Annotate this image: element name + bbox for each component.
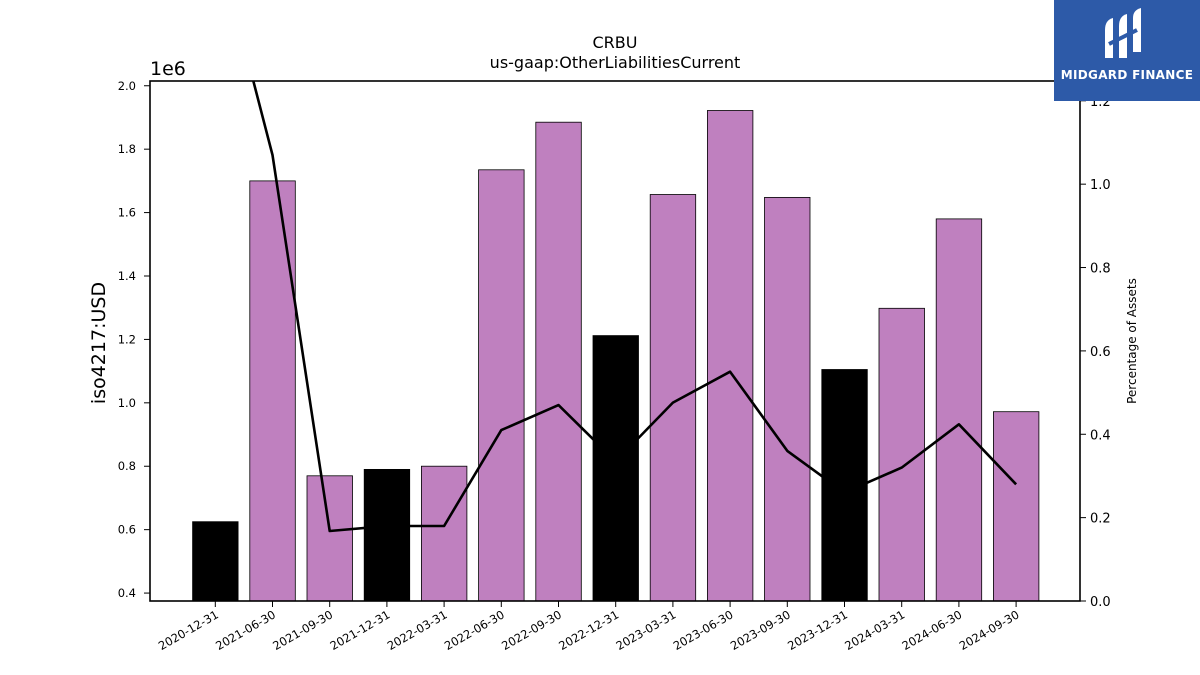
bar-2024-09-30	[993, 411, 1040, 602]
y-offset-label: 1e6	[150, 58, 186, 80]
bar-2023-09-30	[764, 196, 811, 602]
y-tick-label: 1.0	[118, 396, 136, 410]
x-tick-label: 2021-06-30	[213, 607, 278, 653]
x-tick-label: 2022-12-31	[556, 607, 621, 653]
y-axis-label: iso4217:USD	[88, 282, 110, 404]
y2-tick-label: 0.8	[1090, 262, 1111, 277]
bar-2022-12-31	[592, 335, 639, 602]
bar-2021-09-30	[306, 475, 353, 602]
x-tick-label: 2024-03-31	[842, 607, 907, 653]
logo-text: MIDGARD FINANCE	[1060, 68, 1194, 82]
y-tick-label: 1.2	[118, 332, 136, 346]
y-tick-label: 1.8	[118, 142, 136, 156]
plot-frame	[149, 80, 1081, 602]
x-tick-label: 2024-09-30	[957, 607, 1022, 653]
percentage-of-assets-line	[251, 81, 1018, 533]
bar-2022-06-30	[478, 169, 525, 602]
x-tick-label: 2023-06-30	[671, 607, 736, 653]
x-tick-label: 2021-12-31	[328, 607, 393, 653]
y-tick-label: 1.6	[118, 206, 136, 220]
midgard-finance-logo: MIDGARD FINANCE	[1054, 0, 1200, 101]
x-tick-label: 2022-09-30	[499, 607, 564, 653]
y2-tick-label: 0.6	[1090, 345, 1111, 360]
x-tick-label: 2020-12-31	[156, 607, 221, 653]
bar-2021-12-31	[363, 468, 411, 602]
x-tick-label: 2024-06-30	[900, 607, 965, 653]
chart-subtitle: us-gaap:OtherLiabilitiesCurrent	[490, 53, 741, 72]
y-tick-label: 0.8	[118, 459, 136, 473]
bar-2023-06-30	[707, 110, 754, 602]
x-tick-label: 2021-09-30	[270, 607, 335, 653]
y2-axis-label: Percentage of Assets	[1125, 278, 1139, 404]
bar-2023-03-31	[649, 194, 697, 602]
x-tick-label: 2023-09-30	[728, 607, 793, 653]
bar-2020-12-31	[192, 521, 239, 602]
x-tick-label: 2023-12-31	[785, 607, 850, 653]
x-tick-label: 2023-03-31	[614, 607, 679, 653]
y2-tick-label: 0.4	[1090, 428, 1111, 443]
bar-2022-09-30	[535, 121, 582, 602]
y2-tick-label: 1.0	[1090, 178, 1111, 193]
y-tick-label: 0.4	[118, 586, 136, 600]
midgard-logo-icon	[1105, 8, 1141, 58]
chart-title: CRBU	[593, 33, 638, 52]
y-tick-label: 2.0	[118, 79, 136, 93]
x-tick-label: 2022-06-30	[442, 607, 507, 653]
bar-2024-06-30	[935, 218, 983, 602]
bar-2022-03-31	[420, 465, 468, 602]
y2-tick-label: 0.0	[1090, 595, 1111, 610]
y-tick-label: 1.4	[118, 269, 136, 283]
x-tick-label: 2022-03-31	[385, 607, 450, 653]
y-tick-label: 0.6	[118, 523, 136, 537]
y2-tick-label: 0.2	[1090, 512, 1111, 527]
bar-2021-06-30	[249, 180, 296, 602]
